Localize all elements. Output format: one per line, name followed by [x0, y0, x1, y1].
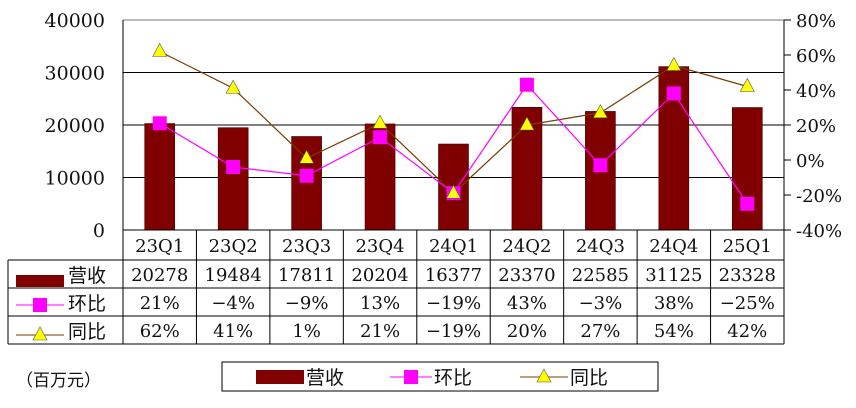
left-axis-tick-label: 10000 — [45, 168, 105, 190]
table-cell-同比: 62% — [140, 321, 180, 342]
right-axis-tick-label: 0% — [796, 151, 825, 172]
category-label: 25Q1 — [723, 236, 772, 257]
table-cell-环比: −4% — [211, 293, 255, 314]
table-cell-同比: 21% — [360, 321, 400, 342]
table-cell-同比: 1% — [292, 321, 321, 342]
table-cell-同比: 41% — [213, 321, 253, 342]
table-cell-环比: −3% — [579, 293, 623, 314]
legend-swatch-yoy-marker — [536, 368, 552, 383]
table-cell-营收: 16377 — [425, 265, 482, 286]
right-axis-tick-label: 40% — [796, 81, 836, 102]
left-axis-tick-label: 40000 — [45, 10, 105, 32]
right-axis-tick-label: 60% — [796, 46, 836, 67]
category-label: 23Q3 — [282, 236, 331, 257]
legend-label-qoq: 环比 — [434, 367, 472, 389]
table-cell-营收: 22585 — [572, 265, 629, 286]
right-axis-tick-label: -20% — [796, 186, 842, 207]
table-row-label: 环比 — [68, 293, 106, 315]
bar-revenue-23Q1 — [144, 123, 176, 231]
table-cell-环比: −25% — [720, 293, 775, 314]
right-axis-tick-label: -40% — [796, 221, 842, 242]
marker-yoy-24Q2 — [519, 116, 535, 131]
table-cell-营收: 23370 — [498, 265, 555, 286]
legend-key-revenue — [16, 275, 64, 287]
bar-revenue-23Q2 — [217, 127, 249, 231]
marker-yoy-23Q4 — [372, 114, 388, 129]
table-cell-环比: 43% — [507, 293, 547, 314]
table-cell-营收: 31125 — [645, 265, 702, 286]
marker-qoq-23Q3 — [299, 168, 314, 183]
category-label: 23Q1 — [135, 236, 184, 257]
table-cell-营收: 17811 — [278, 265, 335, 286]
table-cell-环比: 13% — [360, 293, 400, 314]
marker-yoy-23Q2 — [225, 79, 241, 94]
legend-swatch-qoq-marker — [404, 370, 418, 384]
table-cell-营收: 23328 — [719, 265, 776, 286]
table-cell-同比: 42% — [727, 321, 767, 342]
category-label: 23Q4 — [355, 236, 404, 257]
marker-qoq-24Q2 — [519, 77, 534, 92]
left-axis-tick-label: 0 — [93, 220, 105, 242]
marker-yoy-23Q1 — [152, 42, 168, 57]
marker-qoq-23Q4 — [373, 130, 388, 145]
marker-yoy-25Q1 — [739, 77, 755, 92]
legend-key-yoy-marker — [32, 326, 48, 341]
legend-label-revenue: 营收 — [306, 367, 344, 389]
marker-yoy-24Q3 — [592, 104, 608, 119]
right-axis-tick-label: 20% — [796, 116, 836, 137]
marker-qoq-24Q4 — [666, 86, 681, 101]
category-label: 24Q2 — [502, 236, 551, 257]
marker-qoq-23Q1 — [152, 116, 167, 131]
table-cell-同比: −19% — [426, 321, 481, 342]
left-axis-tick-label: 30000 — [45, 63, 105, 85]
category-label: 24Q1 — [429, 236, 478, 257]
category-label: 23Q2 — [209, 236, 258, 257]
table-cell-环比: −9% — [285, 293, 329, 314]
table-cell-营收: 20204 — [351, 265, 408, 286]
marker-qoq-25Q1 — [740, 196, 755, 211]
category-label: 24Q4 — [649, 236, 698, 257]
marker-qoq-24Q3 — [593, 158, 608, 173]
table-cell-营收: 20278 — [131, 265, 188, 286]
bar-revenue-24Q3 — [585, 111, 616, 231]
legend-key-qoq-marker — [33, 298, 47, 312]
table-cell-同比: 20% — [507, 321, 547, 342]
unit-label: （百万元） — [16, 371, 101, 391]
left-axis-tick-label: 20000 — [45, 115, 105, 137]
table-cell-环比: 21% — [140, 293, 180, 314]
marker-yoy-23Q3 — [299, 149, 315, 164]
legend-label-yoy: 同比 — [570, 367, 608, 389]
table-cell-营收: 19484 — [205, 265, 262, 286]
category-label: 24Q3 — [576, 236, 625, 257]
table-row-label: 同比 — [68, 321, 106, 343]
right-axis-tick-label: 80% — [796, 11, 836, 32]
legend-swatch-revenue — [256, 370, 304, 384]
table-cell-同比: 27% — [580, 321, 620, 342]
table-row-label: 营收 — [68, 265, 106, 287]
marker-yoy-24Q1 — [445, 184, 462, 199]
table-cell-环比: 38% — [654, 293, 694, 314]
marker-qoq-23Q2 — [226, 160, 241, 174]
marker-yoy-24Q4 — [666, 56, 682, 71]
table-cell-环比: −19% — [426, 293, 481, 314]
bar-revenue-25Q1 — [731, 107, 763, 231]
table-cell-同比: 54% — [654, 321, 694, 342]
